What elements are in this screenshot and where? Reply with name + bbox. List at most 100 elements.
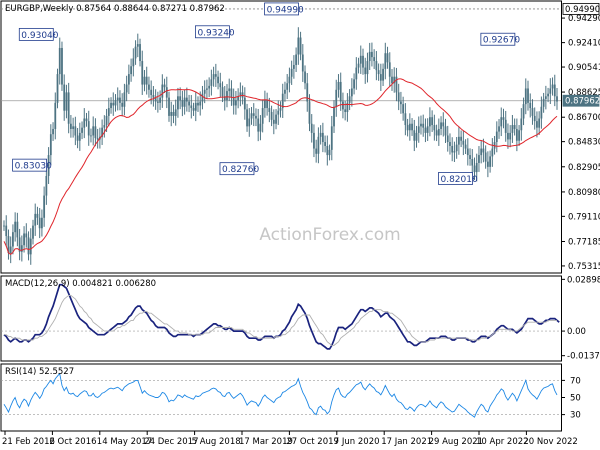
candle-body [85, 118, 88, 122]
candle-body [549, 88, 552, 94]
candle-body [536, 121, 538, 128]
candle-body [172, 111, 175, 116]
candle-body [290, 68, 293, 77]
x-tick-label: 27 Oct 2019 [286, 437, 339, 447]
candle-body [388, 62, 391, 77]
candle-body [43, 195, 46, 218]
candle-body [168, 97, 170, 116]
candle-body [110, 102, 112, 109]
candle-body [105, 115, 108, 126]
candle-body [49, 134, 52, 156]
candle-body [56, 74, 59, 103]
candle-body [255, 115, 257, 119]
candle-body [5, 225, 8, 237]
candle-body [524, 88, 527, 105]
candle-body [119, 97, 121, 103]
candle-body [475, 162, 478, 173]
candle-body [154, 97, 157, 102]
candle-body [136, 44, 139, 47]
candle-body [275, 114, 277, 124]
candle-body [310, 123, 313, 133]
candle-body [453, 151, 456, 153]
candle-body [460, 136, 463, 141]
candle-body [373, 57, 376, 62]
candle-body [38, 217, 41, 229]
candle-body [473, 165, 476, 173]
candle-body [366, 61, 369, 75]
candle-body [344, 109, 347, 112]
candle-body [357, 63, 360, 68]
candle-body [313, 132, 315, 149]
candle-body [179, 96, 182, 101]
candle-body [513, 125, 516, 129]
candle-body [145, 76, 148, 85]
candle-body [72, 126, 75, 129]
candle-body [9, 246, 12, 254]
candle-body [498, 126, 500, 132]
candle-body [406, 125, 409, 131]
candle-body [192, 108, 195, 111]
price-tick-label: 0.88625 [568, 88, 600, 98]
candle-body [328, 149, 331, 156]
candle-body [148, 84, 150, 90]
rsi-panel-header: RSI(14) 52.5527 [5, 367, 74, 377]
candle-body [58, 47, 61, 75]
candle-body [279, 108, 282, 111]
annotation-label: 0.82010 [440, 175, 477, 185]
candle-body [284, 89, 286, 94]
candle-body [435, 130, 438, 136]
candle-body [114, 100, 117, 106]
candle-body [444, 126, 447, 136]
candle-body [431, 117, 434, 126]
x-tick-label: 7 Jun 2020 [334, 437, 380, 447]
candle-body [94, 126, 97, 139]
candle-body [301, 54, 304, 72]
candle-body [449, 142, 451, 146]
candle-body [277, 110, 280, 115]
candle-body [551, 84, 554, 89]
candle-body [150, 89, 153, 96]
candle-body [188, 101, 190, 106]
candle-body [183, 97, 186, 107]
candle-body [520, 118, 523, 131]
price-tick-label: 0.84830 [568, 138, 600, 148]
marked-high-price-label-box [562, 3, 600, 15]
candle-body [170, 111, 173, 116]
marked-high-price-label-text: 0.94990 [565, 5, 600, 15]
candle-body [502, 117, 505, 120]
candle-body [339, 81, 342, 102]
candle-body [324, 142, 326, 146]
price-tick-label: 0.77185 [568, 237, 600, 247]
candle-body [87, 121, 90, 136]
candle-body [353, 79, 355, 89]
candle-body [391, 76, 393, 84]
candle-body [41, 217, 43, 229]
candle-body [52, 128, 54, 135]
candle-body [337, 81, 340, 90]
candle-body [362, 55, 364, 68]
rsi-tick-label: 50 [570, 394, 581, 404]
candle-body [424, 127, 427, 133]
candle-body [482, 148, 485, 153]
candle-body [433, 125, 436, 131]
candle-body [304, 71, 306, 84]
candle-body [34, 213, 37, 226]
x-tick-label: 10 Apr 2022 [476, 437, 529, 447]
candle-body [261, 108, 264, 124]
x-tick-label: 14 May 2017 [97, 437, 152, 447]
candle-body [197, 102, 199, 106]
annotation-box [195, 25, 230, 39]
x-tick-label: 29 Aug 2021 [429, 437, 483, 447]
candle-body [152, 95, 155, 98]
watermark: ActionForex.com [259, 225, 400, 245]
macd-layer [1, 283, 561, 350]
annotation-label: 0.93040 [21, 31, 58, 41]
candle-body [246, 109, 248, 127]
candle-body [78, 132, 81, 141]
candle-body [306, 83, 309, 102]
price-tick-label: 0.75315 [568, 262, 600, 272]
candle-body [65, 92, 68, 111]
candle-body [103, 125, 106, 128]
candle-body [486, 161, 489, 167]
